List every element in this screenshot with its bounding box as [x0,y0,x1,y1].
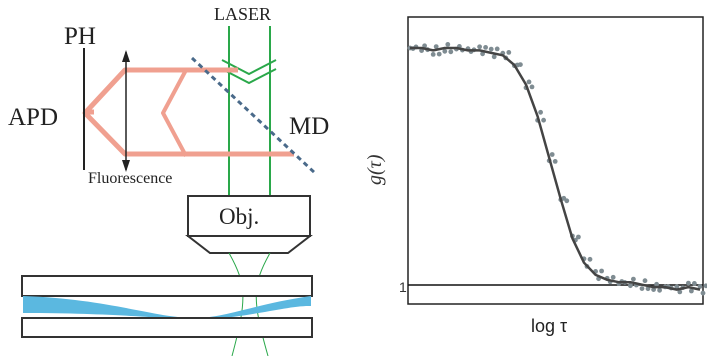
data-point [422,43,427,49]
laser-direction-chevron-1 [221,59,277,76]
data-point [700,290,706,296]
data-point [703,283,707,289]
data-point [651,287,656,292]
data-point [599,268,604,274]
sample-fluid [23,296,311,318]
data-point [610,274,616,280]
data-point [564,198,570,204]
data-point [445,42,451,47]
coverslip-bottom [21,317,313,338]
data-point [689,288,694,294]
data-point [654,281,659,287]
x-axis-label: log τ [531,316,567,336]
baseline-tick: 1 [399,279,407,295]
fit-curve [410,46,701,291]
data-point [538,109,543,115]
data-point [639,286,645,291]
data-point [477,44,482,50]
dichroic-mirror [190,56,318,176]
data-point [518,62,523,67]
data-point [628,283,633,289]
data-point [642,278,648,284]
objective-label: Obj. [219,204,259,229]
data-point [657,287,662,293]
data-point [529,84,535,90]
y-axis-label: g(τ) [364,154,386,185]
focused-beam [228,252,271,356]
data-point [576,234,581,240]
laser-direction-chevron-2 [221,68,277,85]
data-point [674,284,680,290]
pinhole-label: PH [64,23,96,50]
coverslip-top [21,275,313,297]
arrow-up-icon [122,50,130,62]
data-point [541,117,546,123]
plot-marks [407,42,707,296]
data-point [494,46,500,52]
data-point [692,281,697,286]
data-point [631,276,636,282]
data-point [480,51,485,57]
data-point [442,48,448,54]
data-point [483,45,488,50]
objective-lens [185,235,313,254]
data-point [552,159,558,164]
data-point [506,50,512,55]
data-point [549,152,555,157]
laser-label: LASER [214,4,271,24]
data-point [677,289,683,295]
data-point [587,256,593,262]
detector-label: APD [8,104,58,131]
data-point [436,51,442,57]
mirror-label: MD [289,113,329,140]
optical-setup: LASER PH APD MD Fluorescence Obj. [8,4,329,356]
data-point [433,44,439,49]
data-point [448,49,454,55]
fluorescence-beam [82,67,294,157]
arrow-down-icon [122,160,130,172]
data-point [686,280,691,286]
data-point [491,54,497,60]
data-point [526,79,532,85]
data-point [645,286,651,292]
data-point [697,284,703,289]
correlation-chart: g(τ) log τ 1 [364,16,707,336]
data-point [488,46,494,52]
fluorescence-label: Fluorescence [88,170,172,187]
data-point [430,52,436,57]
